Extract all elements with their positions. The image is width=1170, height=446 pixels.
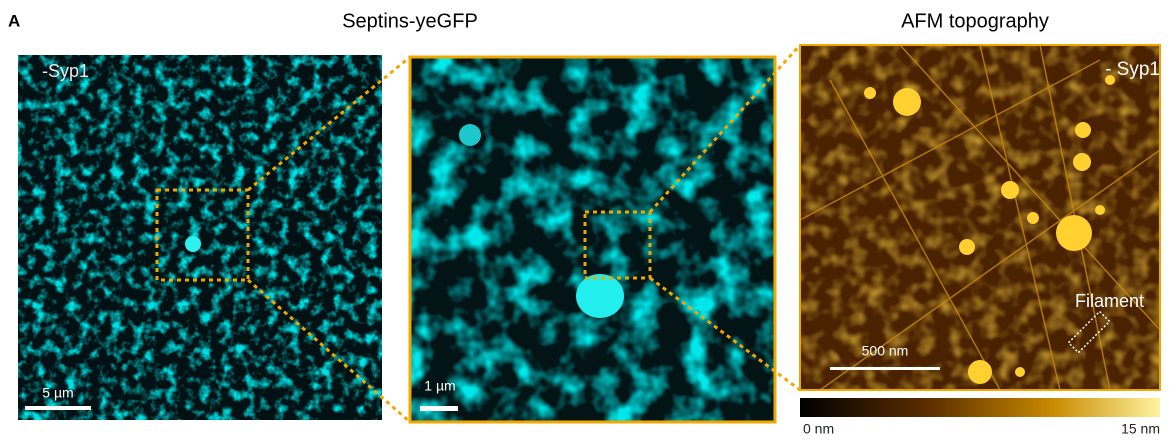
scale-bar [420,406,458,411]
colorbar [800,398,1160,417]
fluorescence-image [18,55,382,420]
scale-label: 500 nm [862,343,909,359]
figure: A Septins-yeGFP AFM topography -Syp1 5 µ… [0,0,1170,441]
scale-bar [25,406,91,410]
image-label: - Syp1 [1105,59,1160,80]
fluorescence-zoom [410,57,775,422]
afm-image [800,45,1160,390]
colorbar-label: 0 nm [803,421,834,437]
annotation: Filament [1075,291,1144,311]
image-label: -Syp1 [42,61,89,81]
panel-label: A [8,11,20,30]
scale-label: 5 µm [42,385,73,401]
scale-bar [830,367,940,370]
title: AFM topography [901,10,1049,32]
scale-label: 1 µm [424,378,455,394]
title: Septins-yeGFP [342,10,478,32]
colorbar-label: 15 nm [1121,421,1160,437]
